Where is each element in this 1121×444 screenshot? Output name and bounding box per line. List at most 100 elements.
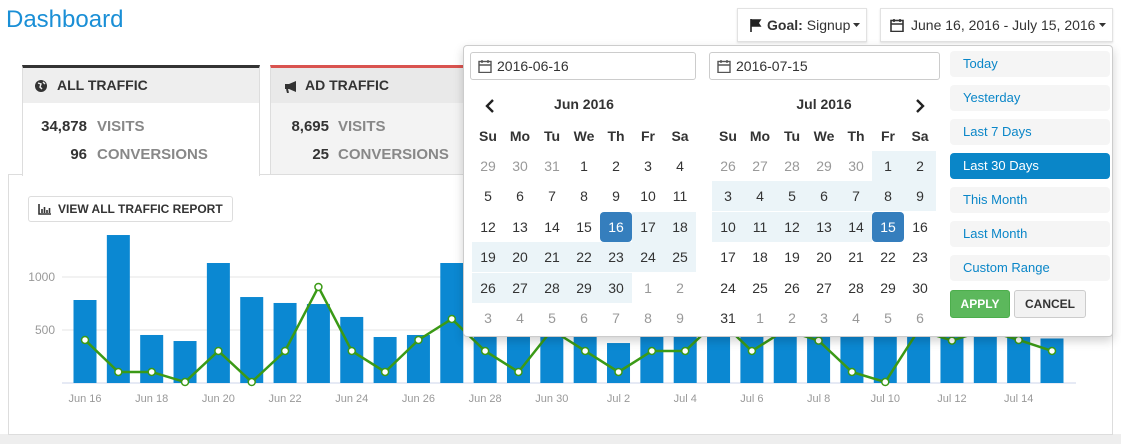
calendar-day[interactable]: 19	[472, 242, 504, 273]
calendar-day[interactable]: 7	[612, 310, 620, 326]
calendar-day[interactable]: 12	[776, 211, 808, 242]
calendar-day[interactable]: 23	[912, 249, 928, 266]
calendar-day[interactable]: 28	[784, 158, 800, 174]
end-date-input[interactable]: 2016-07-15	[709, 52, 940, 80]
calendar-day[interactable]: 3	[712, 181, 744, 212]
calendar-day[interactable]: 26	[784, 279, 800, 296]
calendar-day[interactable]: 31	[720, 310, 736, 326]
calendar-day[interactable]: 20	[816, 249, 832, 266]
range-option[interactable]: Last 7 Days	[950, 119, 1110, 145]
calendar-day[interactable]: 6	[808, 181, 840, 212]
calendar-day[interactable]: 9	[904, 181, 936, 212]
calendar-day[interactable]: 24	[632, 242, 664, 273]
report-button[interactable]: VIEW ALL TRAFFIC REPORT	[28, 196, 233, 222]
calendar-day[interactable]: 27	[752, 158, 768, 174]
calendar-day[interactable]: 5	[776, 181, 808, 212]
calendar-day[interactable]: 30	[912, 279, 928, 296]
calendar-day[interactable]: 4	[516, 310, 524, 326]
calendar-day[interactable]: 15	[576, 218, 592, 235]
calendar-day[interactable]: 22	[880, 249, 896, 266]
calendar-day[interactable]: 26	[720, 158, 736, 174]
calendar-day[interactable]: 30	[600, 272, 632, 303]
calendar-day[interactable]: 14	[544, 218, 560, 235]
calendar-day[interactable]: 9	[612, 188, 620, 205]
calendar-day[interactable]: 8	[872, 181, 904, 212]
calendar-day[interactable]: 21	[536, 242, 568, 273]
calendar-day[interactable]: 4	[676, 158, 684, 174]
calendar-day[interactable]: 29	[480, 158, 496, 174]
calendar-day[interactable]: 30	[848, 158, 864, 174]
calendar-day[interactable]: 3	[484, 310, 492, 326]
calendar-day[interactable]: 5	[484, 188, 492, 205]
calendar-day[interactable]: 26	[472, 272, 504, 303]
calendar-day[interactable]: 10	[640, 188, 656, 205]
calendar-day[interactable]: 24	[720, 279, 736, 296]
start-date-input[interactable]: 2016-06-16	[470, 52, 696, 80]
all-traffic-tab[interactable]: ALL TRAFFIC 34,878 VISITS 96 CONVERSIONS	[22, 65, 260, 176]
calendar-day[interactable]: 25	[752, 279, 768, 296]
calendar-day[interactable]: 6	[516, 188, 524, 205]
calendar-day[interactable]: 16	[600, 211, 632, 242]
calendar-day[interactable]: 17	[720, 249, 736, 266]
range-option[interactable]: Today	[950, 51, 1110, 77]
calendar-day[interactable]: 15	[872, 211, 904, 242]
calendar-day[interactable]: 6	[580, 310, 588, 326]
calendar-day[interactable]: 2	[676, 279, 684, 296]
calendar-day[interactable]: 18	[664, 211, 696, 242]
calendar-day[interactable]: 27	[504, 272, 536, 303]
range-option[interactable]: Last 30 Days	[950, 153, 1110, 179]
calendar-day[interactable]: 12	[480, 218, 496, 235]
calendar-day[interactable]: 8	[644, 310, 652, 326]
calendar-day[interactable]: 17	[632, 211, 664, 242]
calendar-day[interactable]: 28	[848, 279, 864, 296]
calendar-day[interactable]: 20	[504, 242, 536, 273]
range-option[interactable]: This Month	[950, 187, 1110, 213]
calendar-day[interactable]: 18	[752, 249, 768, 266]
calendar-day[interactable]: 5	[884, 310, 892, 326]
range-option[interactable]: Yesterday	[950, 85, 1110, 111]
calendar-day[interactable]: 2	[904, 151, 936, 181]
calendar-day[interactable]: 11	[744, 211, 776, 242]
calendar-day[interactable]: 27	[816, 279, 832, 296]
calendar-day[interactable]: 22	[568, 242, 600, 273]
calendar-day[interactable]: 3	[644, 158, 652, 174]
calendar-day[interactable]: 21	[848, 249, 864, 266]
calendar-day[interactable]: 1	[580, 158, 588, 174]
range-option[interactable]: Custom Range	[950, 255, 1110, 281]
next-month-arrow[interactable]	[913, 98, 927, 114]
calendar-day[interactable]: 6	[916, 310, 924, 326]
calendar-day[interactable]: 8	[580, 188, 588, 205]
calendar-day[interactable]: 29	[880, 279, 896, 296]
calendar-day[interactable]: 29	[816, 158, 832, 174]
date-range-button[interactable]: June 16, 2016 - July 15, 2016	[880, 8, 1113, 42]
apply-button[interactable]: APPLY	[950, 290, 1010, 318]
calendar-day[interactable]: 25	[664, 242, 696, 273]
calendar-day[interactable]: 7	[548, 188, 556, 205]
calendar-day[interactable]: 5	[548, 310, 556, 326]
prev-month-arrow[interactable]	[483, 98, 497, 114]
calendar-day[interactable]: 10	[712, 211, 744, 242]
calendar-day[interactable]: 28	[536, 272, 568, 303]
calendar-day[interactable]: 3	[820, 310, 828, 326]
calendar-day[interactable]: 1	[644, 279, 652, 296]
ad-traffic-tab[interactable]: AD TRAFFIC 8,695 VISITS 25 CONVERSIONS	[270, 65, 470, 174]
calendar-day[interactable]: 2	[612, 158, 620, 174]
range-option[interactable]: Last Month	[950, 221, 1110, 247]
calendar-day[interactable]: 1	[872, 151, 904, 181]
calendar-day[interactable]: 19	[784, 249, 800, 266]
calendar-day[interactable]: 23	[600, 242, 632, 273]
calendar-day[interactable]: 2	[788, 310, 796, 326]
goal-button[interactable]: Goal: Signup	[737, 8, 867, 42]
calendar-day[interactable]: 13	[808, 211, 840, 242]
calendar-day[interactable]: 29	[568, 272, 600, 303]
calendar-day[interactable]: 4	[744, 181, 776, 212]
calendar-day[interactable]: 1	[756, 310, 764, 326]
calendar-day[interactable]: 16	[912, 218, 928, 235]
calendar-day[interactable]: 11	[672, 188, 688, 205]
cancel-button[interactable]: CANCEL	[1014, 290, 1086, 318]
calendar-day[interactable]: 13	[512, 218, 528, 235]
calendar-day[interactable]: 4	[852, 310, 860, 326]
calendar-day[interactable]: 14	[840, 211, 872, 242]
calendar-day[interactable]: 9	[676, 310, 684, 326]
calendar-day[interactable]: 30	[512, 158, 528, 174]
